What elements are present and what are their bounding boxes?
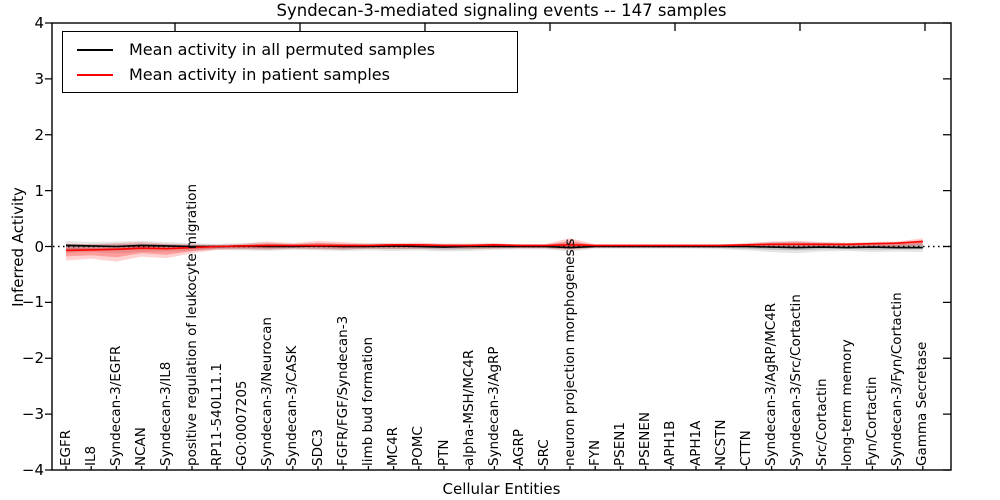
x-tick-label: RP11-540L11.1 bbox=[208, 363, 225, 466]
y-tick-label: 0 bbox=[34, 237, 44, 256]
legend-label: Mean activity in patient samples bbox=[129, 65, 390, 84]
x-tick-label: Syndecan-3/IL8 bbox=[158, 361, 175, 466]
x-tick-label: APH1B bbox=[662, 420, 679, 466]
x-tick-label: Syndecan-3/Neurocan bbox=[259, 317, 276, 466]
x-tick-label: GO:0007205 bbox=[233, 380, 250, 466]
y-tick-label: 4 bbox=[34, 14, 44, 32]
x-tick-label: AGRP bbox=[511, 429, 528, 466]
x-tick-label: Src/Cortactin bbox=[813, 378, 830, 466]
x-tick-label: Fyn/Cortactin bbox=[863, 376, 880, 466]
legend-label: Mean activity in all permuted samples bbox=[129, 40, 436, 59]
x-tick-label: IL8 bbox=[82, 445, 99, 466]
y-tick-label: 2 bbox=[34, 125, 44, 144]
x-tick-label: Syndecan-3/EGFR bbox=[107, 345, 124, 466]
x-tick-label: positive regulation of leukocyte migrati… bbox=[183, 183, 200, 466]
axis-ticks bbox=[45, 22, 951, 471]
y-tick-label: −2 bbox=[21, 349, 44, 368]
x-tick-label: Syndecan-3/Fyn/Cortactin bbox=[889, 292, 906, 466]
x-tick-label: Syndecan-3/AgRP bbox=[485, 346, 502, 466]
permuted-line-swatch bbox=[77, 48, 113, 51]
x-tick-label: Syndecan-3/CASK bbox=[284, 345, 301, 466]
patient-samples-range-band-inner bbox=[66, 239, 923, 258]
x-tick-label: PSENEN bbox=[637, 412, 654, 466]
x-tick-label: Syndecan-3/Src/Cortactin bbox=[788, 294, 805, 466]
patient-mean-line bbox=[65, 240, 923, 252]
x-tick-label: MC4R bbox=[385, 426, 402, 466]
legend-entry-patient: Mean activity in patient samples bbox=[77, 65, 517, 84]
x-tick-label: limb bud formation bbox=[359, 336, 376, 466]
patient-samples-range-band-outer bbox=[66, 238, 923, 262]
x-tick-label: EGFR bbox=[57, 429, 74, 466]
x-tick-label: PSEN1 bbox=[611, 422, 628, 466]
x-tick-label: Gamma Secretase bbox=[914, 341, 931, 466]
patient-line-swatch bbox=[77, 73, 113, 76]
x-axis-label: Cellular Entities bbox=[442, 480, 561, 498]
x-tick-label: neuron projection morphogenesis bbox=[561, 238, 578, 466]
x-tick-label: SDC3 bbox=[309, 429, 326, 466]
x-tick-label: alpha-MSH/MC4R bbox=[460, 349, 477, 466]
legend: Mean activity in all permuted samples Me… bbox=[62, 31, 518, 93]
y-tick-label: −3 bbox=[21, 405, 44, 424]
y-tick-label: 1 bbox=[34, 181, 44, 200]
chart-title: Syndecan-3-mediated signaling events -- … bbox=[276, 1, 727, 20]
x-tick-label: NCAN bbox=[133, 427, 150, 466]
x-tick-label: FYN bbox=[586, 439, 603, 466]
x-tick-label: NCSTN bbox=[712, 419, 729, 466]
x-tick-label: SRC bbox=[536, 439, 553, 466]
y-tick-label: −1 bbox=[21, 293, 44, 312]
x-tick-label: POMC bbox=[410, 426, 427, 466]
x-tick-label: PTN bbox=[435, 439, 452, 467]
x-tick-label: APH1A bbox=[687, 420, 704, 466]
x-tick-label: CTTN bbox=[737, 430, 754, 466]
legend-entry-permuted: Mean activity in all permuted samples bbox=[77, 40, 517, 59]
x-tick-label: long-term memory bbox=[838, 339, 855, 466]
y-tick-label: −4 bbox=[21, 461, 44, 479]
y-tick-label: 3 bbox=[34, 69, 44, 88]
x-tick-label: FGFR/FGF/Syndecan-3 bbox=[334, 315, 351, 466]
x-tick-label: Syndecan-3/AgRP/MC4R bbox=[763, 302, 780, 466]
